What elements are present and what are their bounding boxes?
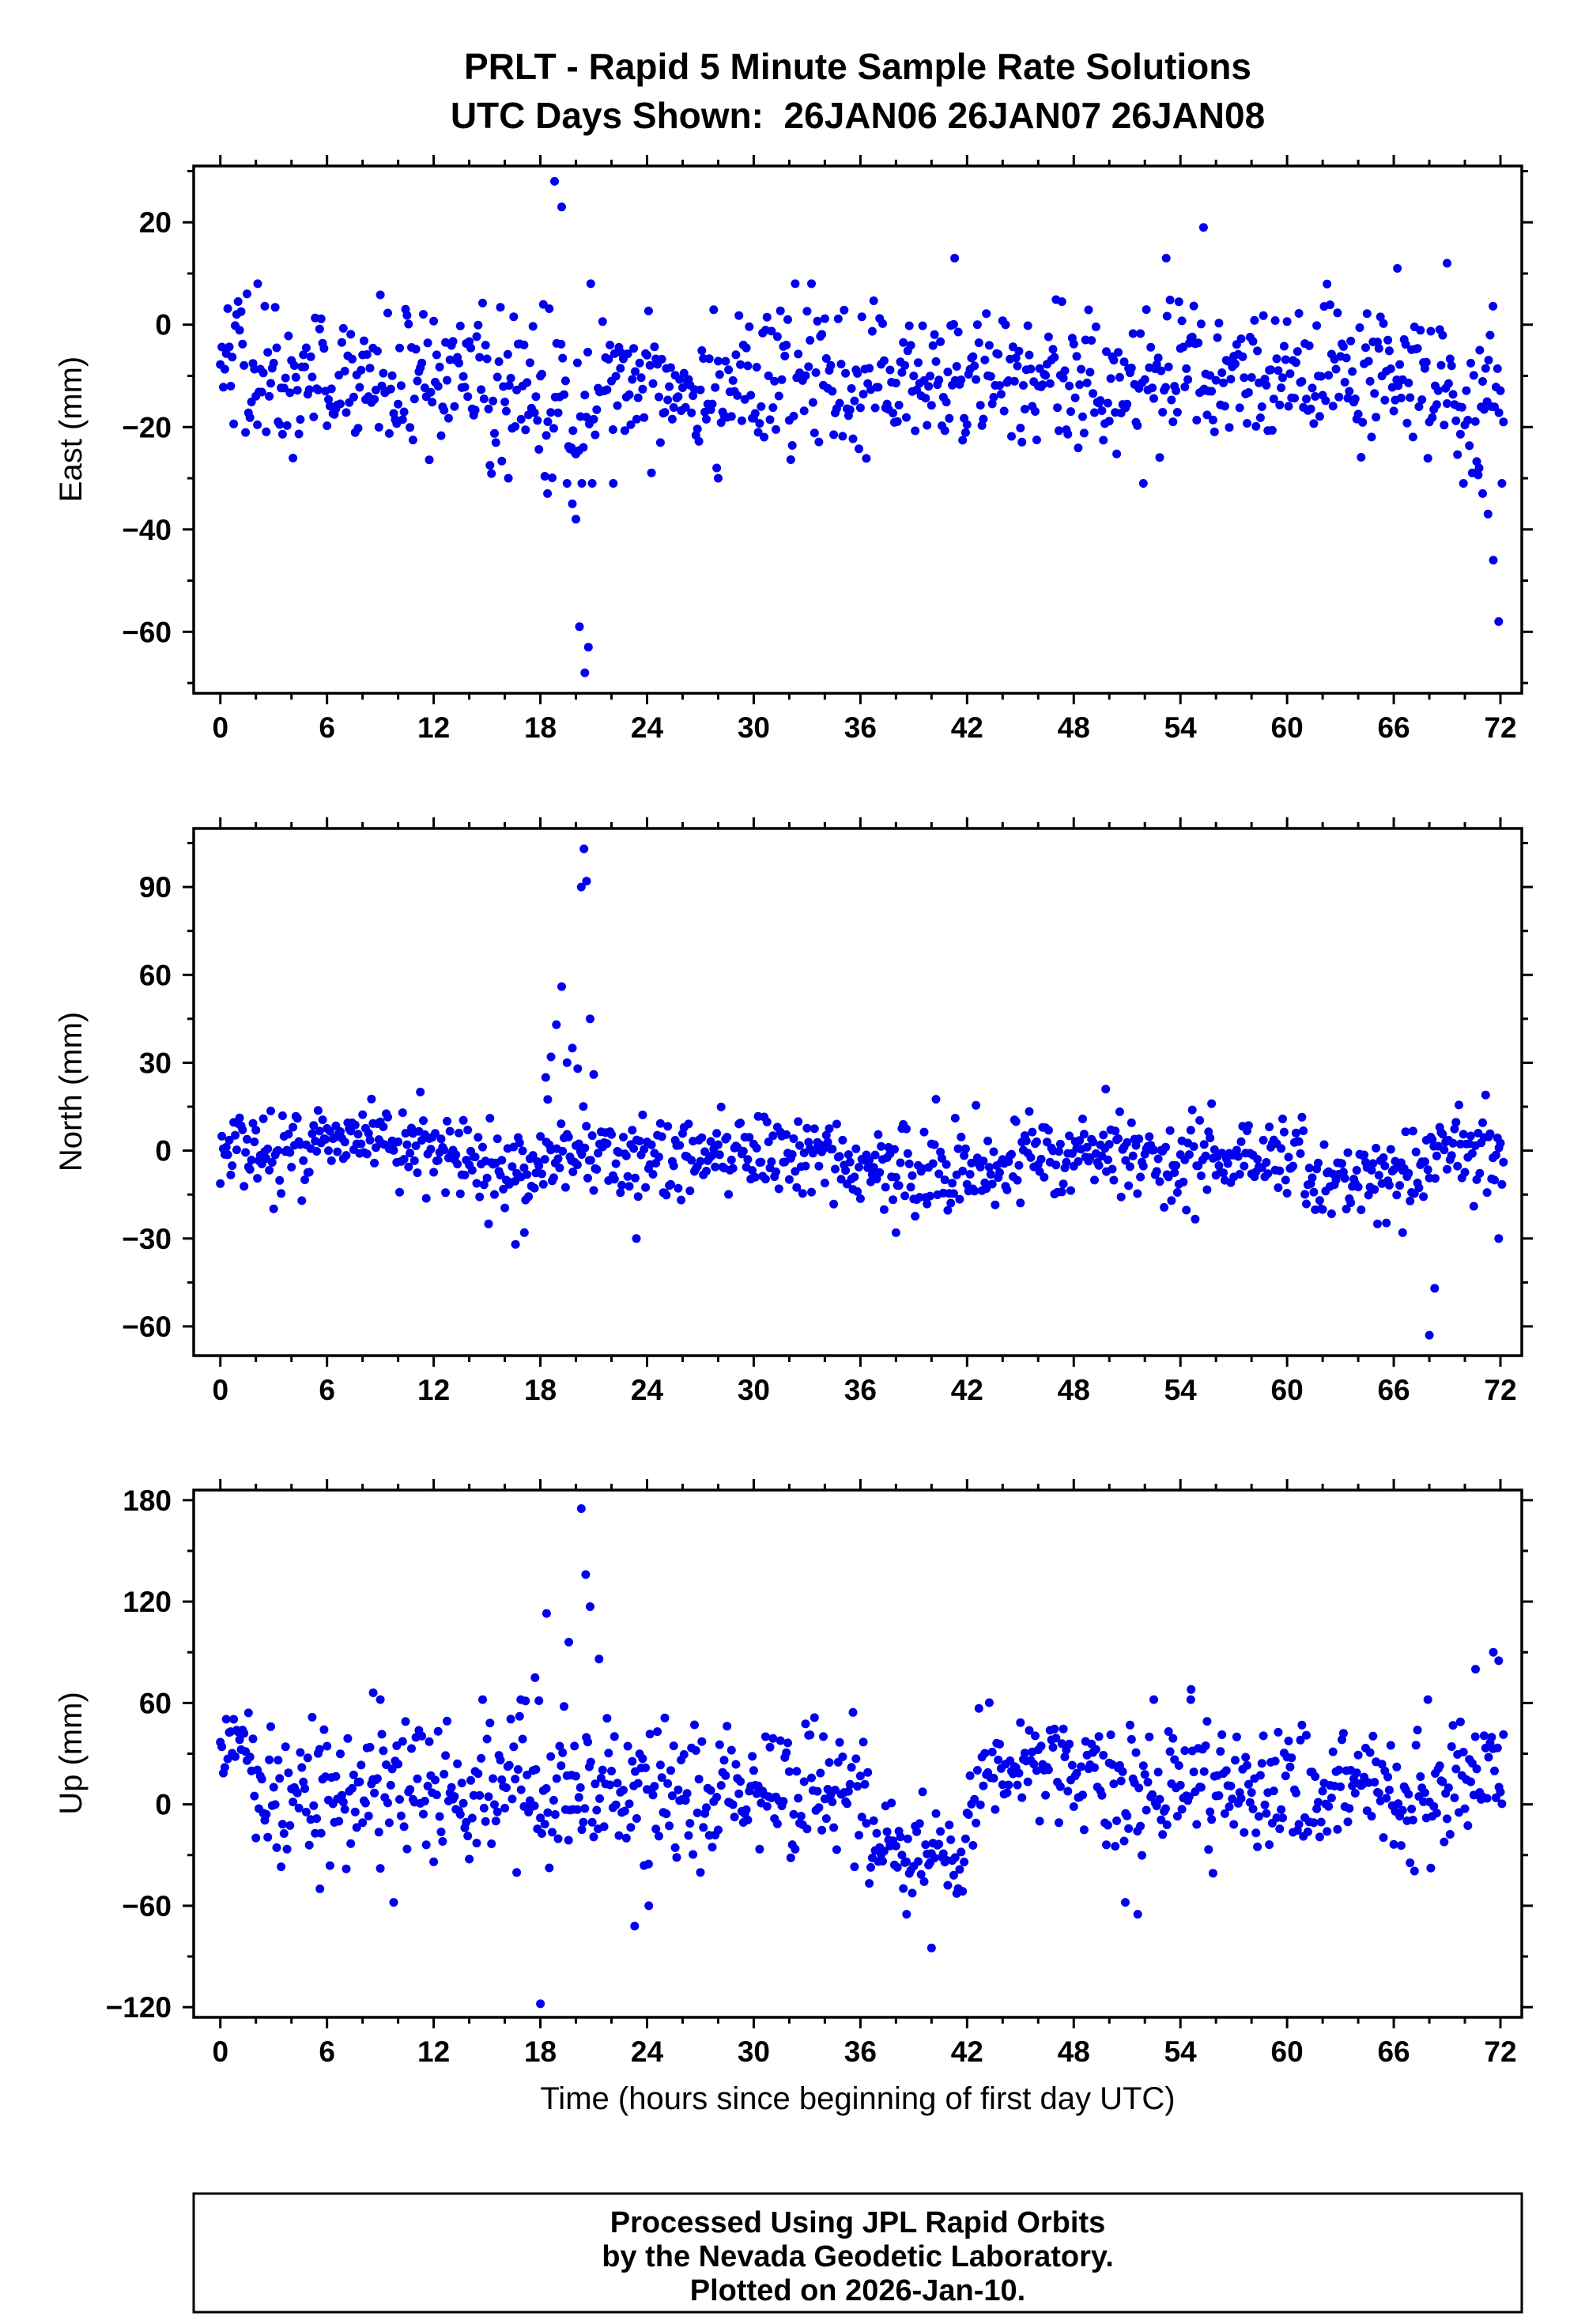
- chart-title: PRLT - Rapid 5 Minute Sample Rate Soluti…: [464, 46, 1251, 87]
- y-tick-label: 180: [123, 1485, 172, 1517]
- x-tick-label: 60: [1271, 1374, 1304, 1406]
- x-tick-label: 72: [1484, 1374, 1516, 1406]
- footer-line1: Processed Using JPL Rapid Orbits: [610, 2206, 1105, 2239]
- x-tick-label: 12: [417, 2035, 450, 2068]
- scatter-points-east: [216, 176, 1508, 677]
- x-tick-label: 36: [844, 2035, 877, 2068]
- x-tick-label: 24: [631, 1374, 664, 1406]
- footer-line3: Plotted on 2026-Jan-10.: [690, 2274, 1025, 2307]
- x-tick-label: 48: [1058, 1374, 1090, 1406]
- x-axis-label: Time (hours since beginning of first day…: [540, 2081, 1175, 2116]
- y-tick-label: −60: [122, 1311, 172, 1343]
- x-tick-label: 66: [1377, 1374, 1410, 1406]
- x-tick-label: 60: [1271, 2035, 1304, 2068]
- y-axis-label-north: North (mm): [54, 1012, 89, 1171]
- x-tick-label: 36: [844, 1374, 877, 1406]
- x-tick-label: 42: [951, 1374, 983, 1406]
- y-tick-label: 0: [155, 1789, 172, 1821]
- y-tick-label: 0: [155, 1135, 172, 1168]
- y-tick-label: −120: [106, 1991, 172, 2024]
- x-tick-label: 6: [319, 2035, 335, 2068]
- panel-up: Up (mm) 0 6 12 18 24 30 36 42 48 54 60 66 72 180 120 60…: [54, 1479, 1533, 2068]
- y-axis-label-up: Up (mm): [54, 1692, 89, 1815]
- x-tick-label: 6: [319, 711, 335, 744]
- y-tick-label: 90: [139, 871, 172, 904]
- x-tick-label: 6: [319, 1374, 335, 1406]
- x-tick-label: 48: [1058, 711, 1090, 744]
- x-tick-label: 30: [738, 1374, 770, 1406]
- x-tick-label: 72: [1484, 2035, 1516, 2068]
- panel-north: North (mm) 0 6 12 18 24 30 36 42 48 54 60 66 72 90 60 3…: [54, 817, 1533, 1406]
- x-tick-label: 12: [417, 1374, 450, 1406]
- x-tick-label: 42: [951, 711, 983, 744]
- y-tick-label: −20: [122, 411, 172, 443]
- x-tick-label: 12: [417, 711, 450, 744]
- y-tick-label: 60: [139, 1687, 172, 1719]
- x-tick-label: 66: [1377, 711, 1410, 744]
- x-tick-label: 0: [212, 1374, 228, 1406]
- y-tick-label: 120: [123, 1586, 172, 1618]
- x-tick-label: 0: [212, 711, 228, 744]
- footer-box: Processed Using JPL Rapid Orbits by the …: [192, 2192, 1523, 2314]
- panel-east: East (mm) 0 6 12 18 24 30 36 42 48 54 60 66 72 20 0 −20…: [54, 155, 1533, 744]
- y-tick-label: −40: [122, 514, 172, 546]
- x-tick-label: 72: [1484, 711, 1516, 744]
- x-tick-label: 54: [1164, 711, 1198, 744]
- y-tick-label: 20: [139, 206, 172, 239]
- y-tick-label: 30: [139, 1047, 172, 1079]
- x-tick-label: 18: [524, 2035, 557, 2068]
- x-tick-label: 54: [1164, 1374, 1198, 1406]
- x-tick-label: 30: [738, 711, 770, 744]
- x-tick-label: 24: [631, 2035, 664, 2068]
- y-tick-label: −60: [122, 1890, 172, 1922]
- x-tick-label: 24: [631, 711, 664, 744]
- y-tick-label: −60: [122, 616, 172, 648]
- axes-up: [183, 1479, 1533, 2028]
- y-tick-label: 60: [139, 959, 172, 991]
- y-axis-label-east: East (mm): [54, 357, 89, 502]
- footer-line2: by the Nevada Geodetic Laboratory.: [602, 2240, 1114, 2273]
- x-tick-label: 18: [524, 1374, 557, 1406]
- x-tick-label: 66: [1377, 2035, 1410, 2068]
- x-tick-label: 48: [1058, 2035, 1090, 2068]
- x-tick-label: 54: [1164, 2035, 1198, 2068]
- footer-border: [192, 2192, 1523, 2314]
- scatter-points-north: [216, 844, 1508, 1340]
- x-tick-label: 18: [524, 711, 557, 744]
- x-tick-label: 60: [1271, 711, 1304, 744]
- axes-east: [183, 155, 1533, 704]
- x-tick-label: 42: [951, 2035, 983, 2068]
- x-tick-label: 30: [738, 2035, 770, 2068]
- y-tick-label: −30: [122, 1223, 172, 1255]
- x-tick-label: 0: [212, 2035, 228, 2068]
- scatter-points-up: [216, 1504, 1508, 2009]
- axes-north: [183, 817, 1533, 1367]
- x-tick-label: 36: [844, 711, 877, 744]
- y-tick-label: 0: [155, 309, 172, 341]
- chart-subtitle: UTC Days Shown: 26JAN06 26JAN07 26JAN08: [451, 95, 1265, 136]
